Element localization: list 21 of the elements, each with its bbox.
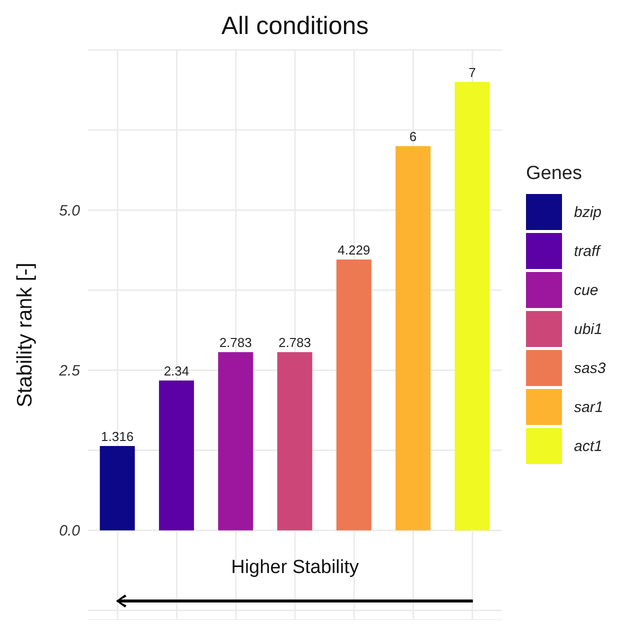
legend-label: act1 [574, 438, 602, 454]
chart-title: All conditions [220, 12, 370, 41]
data-label: 2.783 [219, 335, 252, 350]
data-label: 4.229 [338, 242, 370, 258]
y-tick-label: 5.0 [59, 202, 81, 220]
legend-title: Genes [526, 162, 583, 184]
legend-label: ubi1 [574, 320, 602, 338]
data-label: 2.783 [278, 335, 312, 350]
legend-label: cue [574, 282, 598, 298]
data-label: 1.316 [101, 429, 134, 444]
legend-label: sas3 [574, 360, 606, 376]
data-label: 6 [409, 129, 417, 144]
y-tick-label: 2.5 [58, 362, 81, 380]
annotation: Higher Stability [230, 557, 360, 580]
legend-label: sar1 [574, 398, 604, 416]
y-tick-label: 0.0 [59, 522, 81, 540]
legend-label: bzip [574, 204, 602, 220]
y-axis-title: Stability rank [-] [13, 262, 36, 408]
data-label: 2.34 [164, 363, 190, 378]
data-label: 7 [468, 65, 476, 80]
legend-label: traff [574, 242, 600, 260]
